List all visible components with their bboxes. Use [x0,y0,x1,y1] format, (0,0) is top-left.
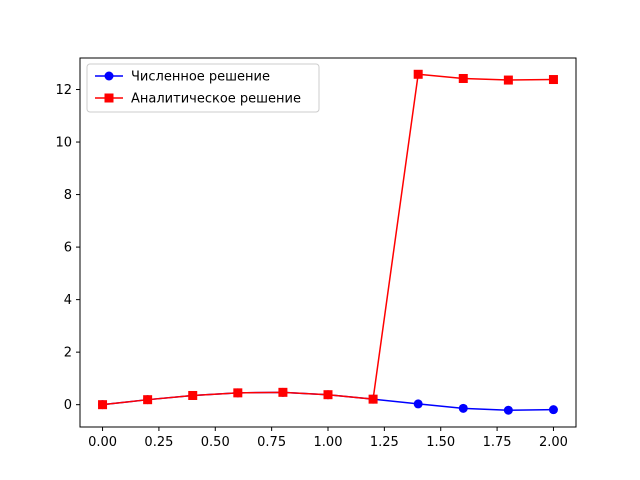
series-point-0 [503,405,513,415]
x-tick-label: 1.25 [370,435,399,450]
series-point-1 [323,390,333,400]
y-tick-label: 6 [64,241,72,256]
plot-background [80,58,576,427]
series-point-1 [458,73,468,83]
series-point-0 [458,403,468,413]
series-point-1 [503,75,513,85]
x-tick-label: 0.75 [257,435,286,450]
legend-label-numerical: Численное решение [131,70,270,85]
legend: Численное решение Аналитическое решение [86,63,320,113]
series-point-0 [548,405,558,415]
x-tick-label: 1.00 [314,435,343,450]
series-point-1 [98,400,108,410]
plot-frame [79,57,577,428]
series-point-1 [368,394,378,404]
series-layer [98,69,558,415]
legend-box [86,63,320,113]
y-tick-label: 8 [64,188,72,203]
y-tick-label: 2 [64,346,72,361]
x-tick-label: 0.00 [88,435,117,450]
series-point-1 [188,390,198,400]
y-tick-label: 12 [55,83,72,98]
y-tick-label: 0 [64,398,72,413]
x-tick-label: 0.50 [201,435,230,450]
x-tick-label: 2.00 [539,435,568,450]
series-point-1 [278,387,288,397]
series-point-0 [413,399,423,409]
y-axis: 0 2 4 6 8 10 12 [55,83,80,413]
y-tick-label: 4 [64,293,72,308]
x-tick-label: 0.25 [144,435,173,450]
legend-label-analytical: Аналитическое решение [131,92,301,107]
series-point-1 [548,75,558,85]
x-axis: 0.00 0.25 0.50 0.75 1.00 1.25 1.50 1.75 2.00 [88,427,568,450]
y-tick-label: 10 [55,136,72,151]
legend-marker-numerical [104,71,114,81]
x-tick-label: 1.50 [426,435,455,450]
x-tick-label: 1.75 [483,435,512,450]
legend-marker-analytical [104,93,114,103]
series-point-1 [143,395,153,405]
series-point-1 [233,388,243,398]
series-point-1 [413,69,423,79]
